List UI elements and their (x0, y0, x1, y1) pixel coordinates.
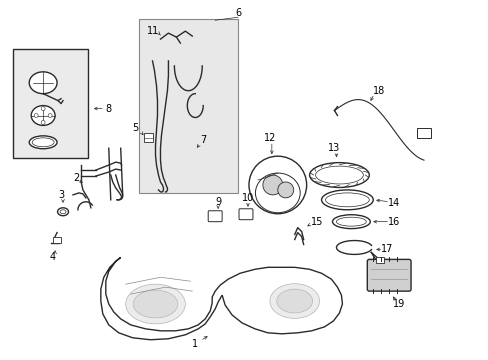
Ellipse shape (315, 166, 363, 184)
Text: 16: 16 (387, 217, 400, 227)
Ellipse shape (133, 290, 178, 318)
Bar (416, 129, 430, 138)
Text: 8: 8 (105, 104, 112, 113)
Ellipse shape (277, 182, 293, 198)
Ellipse shape (58, 208, 68, 216)
Text: 19: 19 (392, 299, 405, 309)
FancyBboxPatch shape (208, 211, 222, 222)
Ellipse shape (255, 173, 300, 213)
Ellipse shape (269, 284, 319, 319)
Ellipse shape (48, 113, 52, 117)
Text: 5: 5 (132, 123, 139, 134)
Text: 9: 9 (215, 197, 221, 207)
Ellipse shape (29, 72, 57, 94)
Text: 18: 18 (372, 86, 385, 96)
Polygon shape (101, 257, 342, 340)
FancyBboxPatch shape (366, 260, 410, 291)
Ellipse shape (41, 121, 45, 125)
Text: 4: 4 (50, 252, 56, 262)
Bar (53, 237, 61, 243)
Text: 6: 6 (235, 8, 241, 18)
Text: 12: 12 (263, 133, 276, 143)
Bar (138, 19, 238, 193)
Text: 7: 7 (200, 135, 206, 145)
Ellipse shape (41, 107, 45, 111)
Ellipse shape (248, 156, 306, 214)
Ellipse shape (309, 163, 368, 188)
Text: 15: 15 (311, 217, 323, 227)
Ellipse shape (276, 289, 312, 313)
Text: 3: 3 (58, 190, 64, 200)
Ellipse shape (31, 105, 55, 125)
Text: 14: 14 (387, 198, 400, 208)
Text: 13: 13 (327, 143, 340, 153)
Ellipse shape (263, 175, 282, 195)
Text: 11: 11 (147, 26, 159, 36)
Ellipse shape (34, 113, 38, 117)
Bar (143, 133, 152, 142)
Ellipse shape (29, 136, 57, 149)
Ellipse shape (332, 215, 369, 229)
Ellipse shape (60, 210, 66, 214)
Ellipse shape (325, 193, 368, 207)
Text: 10: 10 (242, 193, 254, 203)
FancyBboxPatch shape (239, 209, 252, 220)
Ellipse shape (32, 138, 54, 147)
Ellipse shape (125, 284, 185, 324)
Ellipse shape (336, 217, 366, 226)
Text: 1: 1 (192, 339, 198, 349)
Text: 2: 2 (73, 173, 79, 183)
Bar (13, 49, 88, 158)
Text: 17: 17 (380, 244, 392, 255)
Ellipse shape (321, 190, 372, 210)
Bar (375, 257, 384, 264)
